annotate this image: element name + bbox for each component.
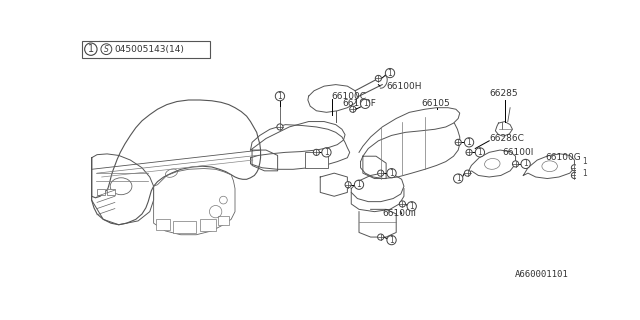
Text: 66285: 66285 xyxy=(489,89,518,98)
Circle shape xyxy=(275,92,285,101)
Text: 66100H: 66100H xyxy=(386,82,422,91)
Text: 66286C: 66286C xyxy=(489,134,524,143)
Bar xyxy=(107,189,115,196)
Circle shape xyxy=(101,44,112,55)
Circle shape xyxy=(387,236,396,245)
Circle shape xyxy=(387,169,396,178)
Text: 1: 1 xyxy=(410,202,414,211)
Text: 045005143(14): 045005143(14) xyxy=(114,45,184,54)
Circle shape xyxy=(385,68,395,78)
Text: 1: 1 xyxy=(477,148,483,157)
Circle shape xyxy=(399,201,406,207)
Text: 1: 1 xyxy=(324,148,329,157)
Text: 66100I: 66100I xyxy=(502,148,534,157)
Text: 1: 1 xyxy=(88,44,94,54)
Text: A660001101: A660001101 xyxy=(515,270,568,279)
Text: 66100G: 66100G xyxy=(545,153,580,162)
Circle shape xyxy=(466,149,472,156)
Circle shape xyxy=(513,161,518,167)
Circle shape xyxy=(465,138,474,147)
Circle shape xyxy=(465,170,470,176)
Circle shape xyxy=(313,149,319,156)
Circle shape xyxy=(476,148,484,157)
Circle shape xyxy=(322,148,331,157)
Text: 1: 1 xyxy=(582,157,587,166)
Text: 66100F: 66100F xyxy=(342,99,376,108)
Circle shape xyxy=(454,174,463,183)
Text: 1: 1 xyxy=(524,159,528,168)
Bar xyxy=(83,41,210,58)
Text: 1: 1 xyxy=(363,99,367,108)
Text: 1: 1 xyxy=(278,92,282,101)
Bar xyxy=(156,219,170,230)
Bar xyxy=(218,215,229,225)
Circle shape xyxy=(455,139,461,145)
Circle shape xyxy=(345,182,351,188)
Text: 66100C: 66100C xyxy=(332,92,367,101)
Text: 1: 1 xyxy=(389,169,394,178)
Circle shape xyxy=(572,172,577,179)
Bar xyxy=(97,189,105,196)
Text: 1: 1 xyxy=(388,68,392,77)
Text: 66105: 66105 xyxy=(421,99,450,108)
Circle shape xyxy=(407,202,417,211)
Circle shape xyxy=(355,180,364,189)
Circle shape xyxy=(572,165,577,171)
Bar xyxy=(173,221,196,233)
Text: 1: 1 xyxy=(356,180,362,189)
Circle shape xyxy=(375,75,381,82)
Text: 1: 1 xyxy=(389,236,394,245)
Text: S: S xyxy=(104,45,109,54)
Circle shape xyxy=(349,106,356,112)
Circle shape xyxy=(580,157,589,166)
Circle shape xyxy=(378,234,384,240)
Text: 1: 1 xyxy=(467,138,472,147)
Circle shape xyxy=(277,124,283,130)
Text: 66100II: 66100II xyxy=(382,210,416,219)
Text: 1: 1 xyxy=(456,174,461,183)
Bar xyxy=(305,152,328,168)
Circle shape xyxy=(580,169,589,178)
Circle shape xyxy=(84,43,97,55)
Circle shape xyxy=(521,159,531,169)
Text: 1: 1 xyxy=(582,169,587,178)
Circle shape xyxy=(360,99,370,108)
Bar xyxy=(200,219,216,231)
Circle shape xyxy=(378,170,384,176)
